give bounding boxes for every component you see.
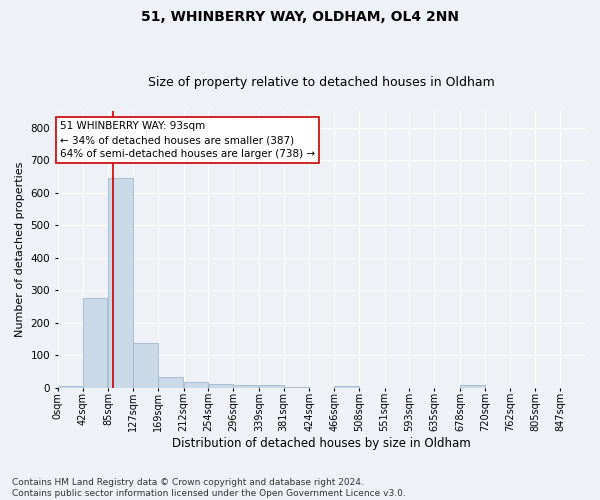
- Y-axis label: Number of detached properties: Number of detached properties: [15, 162, 25, 338]
- Bar: [233, 386, 258, 388]
- Text: Contains HM Land Registry data © Crown copyright and database right 2024.
Contai: Contains HM Land Registry data © Crown c…: [12, 478, 406, 498]
- Bar: [209, 384, 233, 388]
- Title: Size of property relative to detached houses in Oldham: Size of property relative to detached ho…: [148, 76, 495, 90]
- Bar: [284, 387, 308, 388]
- Bar: [334, 386, 359, 388]
- Bar: [133, 342, 158, 388]
- Bar: [259, 386, 284, 388]
- X-axis label: Distribution of detached houses by size in Oldham: Distribution of detached houses by size …: [172, 437, 471, 450]
- Text: 51 WHINBERRY WAY: 93sqm
← 34% of detached houses are smaller (387)
64% of semi-d: 51 WHINBERRY WAY: 93sqm ← 34% of detache…: [60, 122, 316, 160]
- Bar: [83, 298, 107, 388]
- Bar: [184, 382, 208, 388]
- Bar: [158, 377, 183, 388]
- Bar: [58, 386, 83, 388]
- Text: 51, WHINBERRY WAY, OLDHAM, OL4 2NN: 51, WHINBERRY WAY, OLDHAM, OL4 2NN: [141, 10, 459, 24]
- Bar: [460, 386, 485, 388]
- Bar: [109, 178, 133, 388]
